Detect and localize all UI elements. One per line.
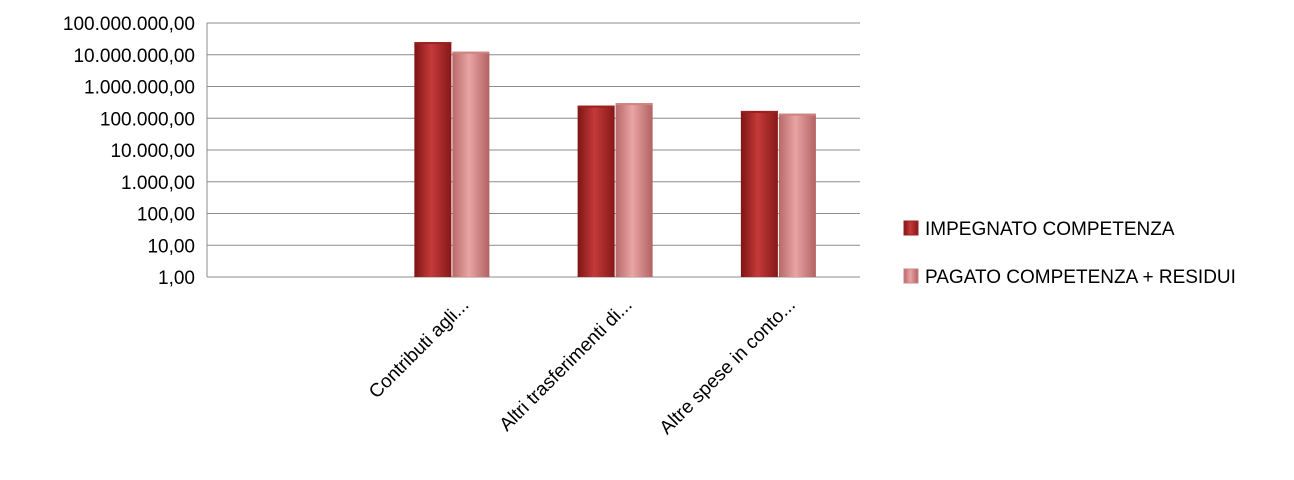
bar <box>578 106 615 277</box>
legend-label: IMPEGNATO COMPETENZA <box>925 219 1175 240</box>
x-axis-labels: Contributi agli... Altri trasferimenti di… <box>365 295 800 439</box>
bar <box>616 103 653 277</box>
bar-top <box>578 106 615 108</box>
x-tick-label: Altre spese in conto... <box>656 295 800 439</box>
legend: IMPEGNATO COMPETENZA PAGATO COMPETENZA + … <box>904 219 1236 288</box>
bar-top <box>414 42 451 44</box>
y-tick-label: 10,00 <box>147 236 195 257</box>
bar <box>414 42 451 277</box>
bar <box>779 114 816 277</box>
x-tick-label: Altri trasferimenti di... <box>496 295 637 436</box>
bars <box>414 42 816 277</box>
y-tick-label: 100.000,00 <box>100 109 195 130</box>
legend-swatch <box>904 269 918 283</box>
bar <box>741 111 778 277</box>
bar <box>452 52 489 277</box>
x-tick-label: Contributi agli... <box>365 295 473 403</box>
y-tick-label: 100,00 <box>137 205 195 226</box>
y-tick-label: 1,00 <box>158 268 195 289</box>
bar-top <box>616 103 653 105</box>
y-tick-label: 10.000.000,00 <box>73 46 195 67</box>
y-axis: 1,00 10,00 100,00 1.000,00 10.000,00 100.000,… <box>63 14 207 289</box>
y-tick-label: 10.000,00 <box>110 141 195 162</box>
legend-swatch <box>904 221 918 235</box>
y-tick-label: 1.000.000,00 <box>84 78 195 99</box>
bar-top <box>741 111 778 113</box>
bar-top <box>779 114 816 116</box>
y-tick-label: 1.000,00 <box>121 173 195 194</box>
bar-top <box>452 52 489 54</box>
y-tick-label: 100.000.000,00 <box>63 14 195 35</box>
legend-label: PAGATO COMPETENZA + RESIDUI <box>925 267 1236 288</box>
